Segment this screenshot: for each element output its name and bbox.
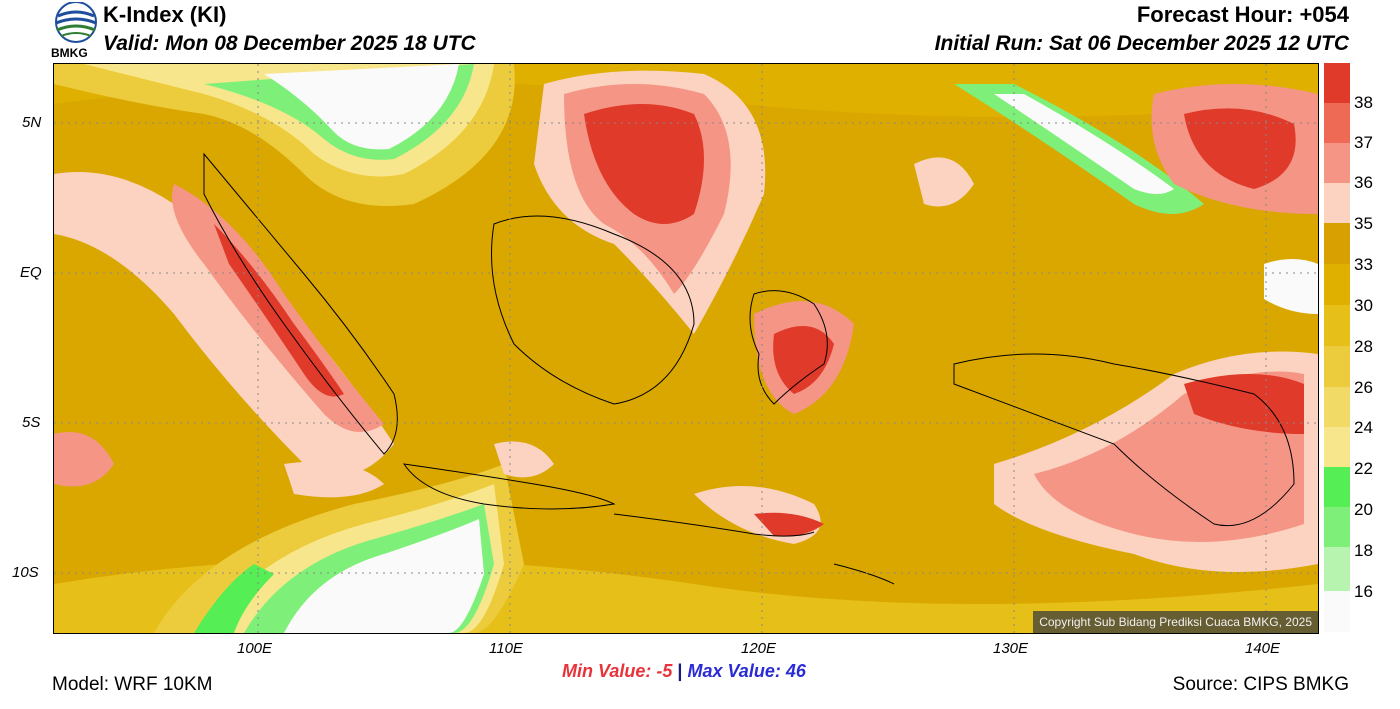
colorbar-label: 37	[1354, 133, 1373, 152]
lon-tick-120e: 120E	[741, 640, 777, 657]
logo-label: BMKG	[51, 46, 88, 60]
colorbar-label: 38	[1354, 93, 1373, 112]
lat-tick-eq: EQ	[20, 264, 42, 281]
lon-tick-140e: 140E	[1245, 640, 1281, 657]
colorbar-label: 24	[1354, 418, 1373, 437]
colorbar-swatch	[1324, 387, 1350, 427]
copyright-notice: Copyright Sub Bidang Prediksi Cuaca BMKG…	[1033, 611, 1318, 633]
colorbar-label: 16	[1354, 582, 1373, 601]
map-canvas	[54, 64, 1318, 633]
colorbar-swatch	[1324, 507, 1350, 547]
colorbar-swatch	[1324, 183, 1350, 223]
lon-tick-100e: 100E	[237, 640, 273, 657]
lat-tick-10s: 10S	[12, 564, 39, 581]
min-value: -5	[656, 661, 673, 681]
colorbar-swatch	[1324, 467, 1350, 507]
lon-tick-130e: 130E	[993, 640, 1029, 657]
colorbar-label: 22	[1354, 459, 1373, 478]
k-index-map: Copyright Sub Bidang Prediksi Cuaca BMKG…	[53, 63, 1319, 634]
stats-separator: |	[677, 661, 683, 681]
forecast-hour: Forecast Hour: +054	[1136, 2, 1349, 27]
colorbar-swatch	[1324, 264, 1350, 305]
colorbar-swatch	[1324, 547, 1350, 591]
colorbar-swatch	[1324, 427, 1350, 467]
initial-run: Initial Run: Sat 06 December 2025 12 UTC	[934, 32, 1349, 55]
colorbar-label: 33	[1354, 255, 1373, 274]
colorbar-label: 18	[1354, 541, 1373, 560]
min-max-stats: Min Value: -5 | Max Value: 46	[562, 661, 806, 682]
colorbar-swatch	[1324, 143, 1350, 183]
colorbar-swatch	[1324, 346, 1350, 387]
colorbar-swatch	[1324, 223, 1350, 264]
colorbar-label: 26	[1354, 378, 1373, 397]
colorbar-label: 35	[1354, 214, 1373, 233]
lat-tick-5s: 5S	[22, 414, 41, 431]
colorbar	[1324, 63, 1350, 632]
colorbar-label: 28	[1354, 337, 1373, 356]
colorbar-label: 20	[1354, 500, 1373, 519]
max-label: Max Value:	[687, 661, 781, 681]
min-label: Min Value:	[562, 661, 652, 681]
colorbar-label: 36	[1354, 173, 1373, 192]
model-label: Model: WRF 10KM	[52, 674, 213, 695]
map-title: K-Index (KI)	[103, 2, 227, 27]
max-value: 46	[785, 661, 806, 681]
colorbar-swatch	[1324, 63, 1350, 103]
bmkg-logo: BMKG	[51, 1, 100, 60]
colorbar-swatch	[1324, 305, 1350, 346]
colorbar-swatch	[1324, 103, 1350, 143]
lon-tick-110e: 110E	[489, 640, 523, 657]
source-label: Source: CIPS BMKG	[1172, 674, 1349, 695]
lat-tick-5n: 5N	[22, 114, 42, 131]
colorbar-label: 30	[1354, 296, 1373, 315]
valid-time: Valid: Mon 08 December 2025 18 UTC	[103, 32, 476, 55]
colorbar-swatch	[1324, 591, 1350, 632]
